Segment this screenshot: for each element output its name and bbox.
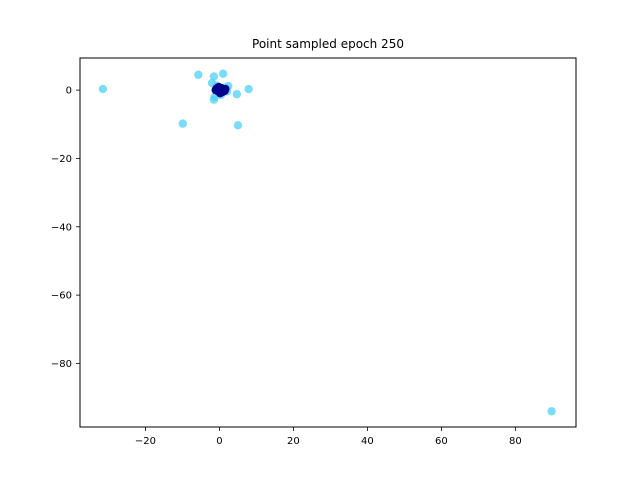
x-tick-label: −20 (135, 436, 156, 447)
x-tick-label: 60 (435, 436, 448, 447)
y-tick-label: −40 (51, 222, 72, 233)
y-tick-label: −20 (51, 154, 72, 165)
scatter-point (214, 84, 224, 93)
axes-layer: −20 0 20 40 60 80 0 −20 −40 −60 −80 (51, 57, 577, 447)
scatter-point (178, 119, 188, 128)
points-layer (98, 69, 556, 416)
x-tick-label: 80 (509, 436, 522, 447)
scatter-point (233, 121, 243, 130)
plot-frame (79, 57, 577, 428)
scatter-point (194, 70, 203, 79)
y-tick-label: 0 (66, 86, 72, 97)
scatter-point (209, 72, 219, 81)
chart-title: Point sampled epoch 250 (252, 37, 404, 51)
scatter-point (209, 95, 219, 104)
scatter-point (218, 69, 228, 78)
x-tick-label: 0 (216, 436, 222, 447)
scatter-point (547, 407, 556, 416)
x-tick-label: 20 (287, 436, 300, 447)
scatter-point (244, 84, 253, 94)
y-tick-label: −80 (51, 359, 72, 370)
scatter-point (232, 90, 242, 99)
scatter-point (98, 84, 108, 94)
x-tick-label: 40 (361, 436, 374, 447)
y-tick-label: −60 (51, 291, 72, 302)
